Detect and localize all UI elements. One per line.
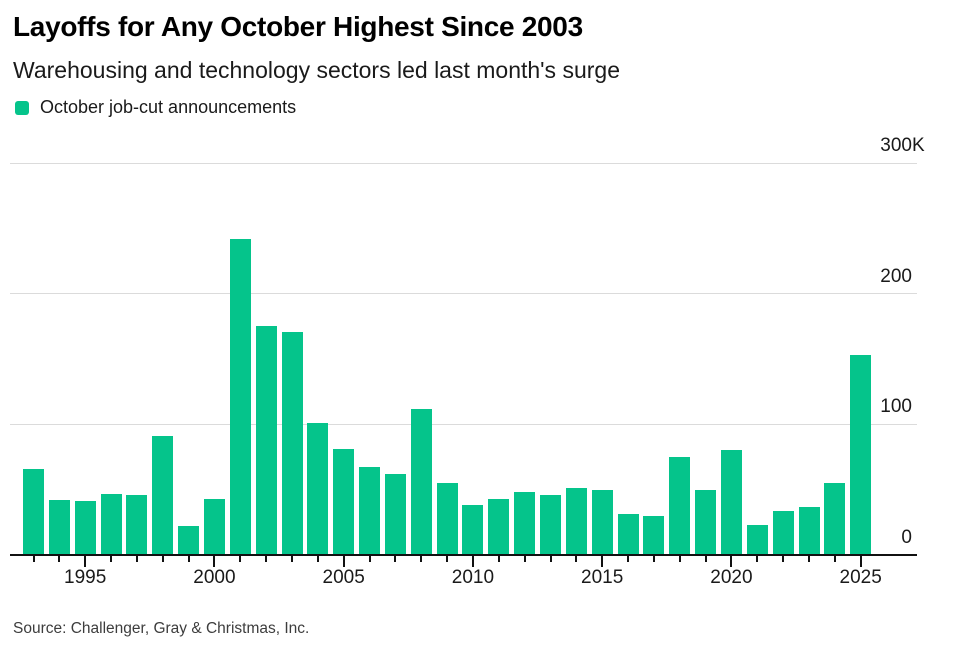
bar-2001 (229, 238, 251, 555)
bar-2013 (540, 494, 561, 555)
chart-subtitle: Warehousing and technology sectors led l… (13, 57, 620, 83)
bar-1998 (152, 436, 174, 555)
bar-2022 (772, 510, 794, 555)
x-minor-tick-1999 (187, 556, 190, 562)
x-minor-tick-2006 (368, 556, 371, 562)
bar-2014 (565, 488, 587, 555)
gridline-200 (10, 293, 917, 295)
x-major-tick-2020 (730, 556, 733, 567)
x-minor-tick-1994 (58, 556, 61, 562)
x-minor-tick-1997 (135, 556, 138, 562)
y-axis-label-300K: 300K (880, 135, 925, 156)
bar-2024 (824, 483, 846, 555)
x-minor-tick-2021 (756, 556, 759, 562)
bar-1996 (100, 493, 122, 555)
x-minor-tick-2013 (549, 556, 552, 562)
x-minor-tick-2012 (523, 556, 526, 562)
x-major-tick-2010 (471, 556, 474, 567)
bar-2015 (591, 489, 613, 555)
bar-2009 (436, 483, 458, 555)
y-axis-label-100: 100 (880, 396, 912, 418)
y-axis-label-0: 0 (901, 527, 912, 548)
bar-2018 (669, 457, 691, 555)
x-minor-tick-1998 (161, 556, 164, 562)
x-axis-label-1995: 1995 (64, 567, 107, 588)
chart-title: Layoffs for Any October Highest Since 20… (13, 11, 583, 42)
bar-1993 (23, 468, 44, 555)
bar-1994 (48, 500, 70, 555)
bar-2019 (695, 489, 717, 555)
bar-2023 (798, 506, 820, 555)
x-minor-tick-2007 (394, 556, 397, 562)
bar-2002 (255, 326, 277, 555)
x-minor-tick-2008 (420, 556, 423, 562)
bar-2012 (514, 492, 536, 555)
x-minor-tick-2003 (291, 556, 293, 562)
legend: October job-cut announcements (15, 97, 296, 118)
x-minor-tick-2023 (808, 556, 810, 562)
x-minor-tick-2009 (446, 556, 449, 562)
x-major-tick-2025 (859, 556, 862, 567)
x-axis-label-2010: 2010 (451, 567, 495, 588)
x-minor-tick-2016 (627, 556, 630, 562)
x-axis-label-2000: 2000 (193, 567, 236, 588)
bar-2004 (307, 423, 329, 555)
bar-2016 (617, 514, 639, 555)
y-axis-label-200: 200 (880, 265, 912, 287)
x-axis-line (10, 554, 917, 556)
x-major-tick-2005 (342, 556, 345, 567)
bar-2000 (203, 498, 225, 555)
bar-1995 (74, 501, 96, 555)
x-axis-label-2025: 2025 (839, 567, 882, 588)
bar-2020 (720, 450, 742, 555)
x-minor-tick-2022 (782, 556, 785, 562)
x-minor-tick-2004 (316, 556, 319, 562)
x-axis-label-2015: 2015 (581, 567, 624, 588)
bar-1997 (126, 494, 148, 555)
legend-label: October job-cut announcements (40, 97, 297, 117)
bar-2021 (746, 524, 768, 555)
x-minor-tick-2001 (239, 556, 242, 562)
x-minor-tick-1996 (110, 556, 113, 562)
x-minor-tick-2014 (575, 556, 578, 562)
x-minor-tick-2002 (265, 556, 268, 562)
gridline-300K (10, 162, 917, 164)
x-axis-label-2020: 2020 (710, 567, 753, 588)
source-attribution: Source: Challenger, Gray & Christmas, In… (13, 620, 310, 637)
x-minor-tick-2017 (652, 556, 655, 562)
x-axis-label-2005: 2005 (322, 567, 365, 588)
bar-2007 (384, 473, 406, 555)
bar-2003 (281, 331, 303, 555)
bar-1999 (178, 526, 200, 555)
x-minor-tick-2011 (497, 556, 500, 562)
x-minor-tick-2019 (704, 556, 707, 562)
x-major-tick-2015 (601, 556, 604, 567)
bar-2005 (333, 449, 355, 555)
bar-2011 (488, 498, 510, 555)
x-minor-tick-2018 (678, 556, 681, 562)
bar-2010 (462, 505, 484, 555)
legend-swatch-icon (15, 100, 29, 115)
x-minor-tick-2024 (833, 556, 836, 562)
gridline-100 (10, 423, 917, 425)
bar-2008 (410, 408, 432, 555)
bar-2006 (359, 467, 381, 555)
x-major-tick-1995 (84, 556, 87, 567)
bar-2025 (850, 355, 872, 555)
x-minor-tick-1993 (32, 556, 35, 562)
bar-2017 (643, 515, 665, 555)
x-major-tick-2000 (213, 556, 216, 567)
